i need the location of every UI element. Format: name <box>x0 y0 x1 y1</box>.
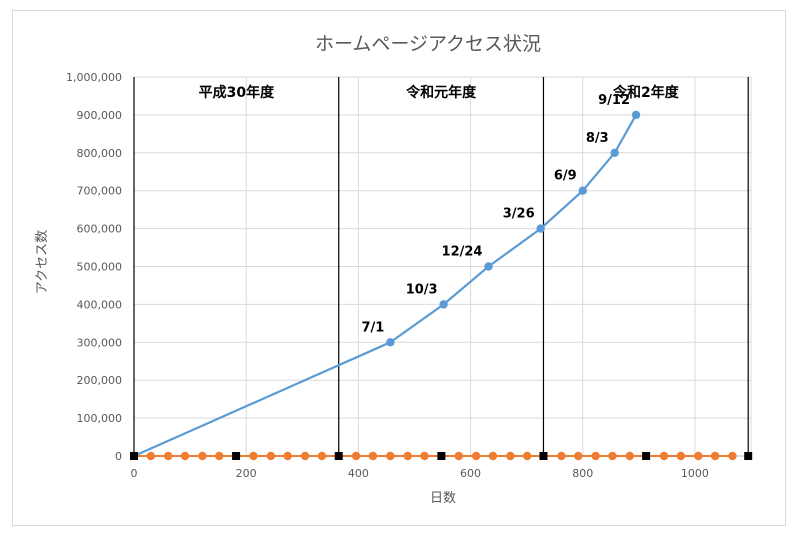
series-layer <box>130 110 753 461</box>
monthly-marker <box>300 451 310 461</box>
monthly-marker <box>368 451 378 461</box>
period-lines <box>133 77 749 456</box>
data-point <box>610 148 619 157</box>
monthly-marker <box>488 451 498 461</box>
half-year-marker <box>437 452 446 460</box>
x-tick-label: 200 <box>236 467 257 480</box>
y-tick-label: 100,000 <box>77 412 123 425</box>
monthly-marker <box>608 451 617 461</box>
monthly-marker <box>215 451 224 461</box>
monthly-marker <box>694 451 703 461</box>
monthly-marker <box>164 451 173 461</box>
half-year-marker <box>232 452 241 460</box>
monthly-marker <box>386 451 395 461</box>
monthly-marker <box>180 451 190 461</box>
monthly-marker <box>574 451 583 461</box>
data-point <box>578 186 587 195</box>
data-label: 7/1 <box>361 320 384 335</box>
monthly-marker <box>676 451 686 461</box>
x-axis-label: 日数 <box>430 491 456 506</box>
y-tick-label: 800,000 <box>77 147 123 160</box>
half-year-marker <box>744 452 753 460</box>
monthly-marker <box>522 451 532 461</box>
y-tick-label: 500,000 <box>77 261 123 274</box>
x-tick-label: 0 <box>131 467 138 480</box>
monthly-marker <box>403 451 412 461</box>
data-label: 6/9 <box>554 169 577 184</box>
data-point <box>386 338 395 347</box>
y-tick-label: 600,000 <box>77 223 123 236</box>
data-label: 9/12 <box>598 93 630 108</box>
data-point <box>536 224 545 233</box>
period-label: 令和元年度 <box>405 84 477 101</box>
monthly-marker <box>625 451 635 461</box>
data-label: 12/24 <box>442 245 483 260</box>
monthly-marker <box>420 451 429 461</box>
chart-frame <box>12 10 786 526</box>
y-axis-label: アクセス数 <box>35 230 50 294</box>
y-tick-label: 1,000,000 <box>66 71 122 84</box>
monthly-marker <box>266 451 276 461</box>
chart-title: ホームページアクセス状況 <box>315 33 541 55</box>
data-label: 10/3 <box>406 282 438 297</box>
monthly-marker <box>506 451 515 461</box>
data-point <box>484 262 493 271</box>
half-year-marker <box>130 452 138 460</box>
monthly-marker <box>317 451 327 461</box>
monthly-marker <box>557 451 566 461</box>
monthly-marker <box>146 451 156 461</box>
labels-layer: 平成30年度 令和元年度 令和2年度 7/1 10/3 12/24 3/26 6/9 8/3 9/… <box>199 84 680 335</box>
monthly-marker <box>454 451 463 461</box>
data-label: 8/3 <box>586 131 609 146</box>
period-label: 平成30年度 <box>199 84 275 101</box>
x-tick-label: 800 <box>572 467 593 480</box>
monthly-marker <box>471 451 481 461</box>
monthly-marker <box>283 451 292 461</box>
x-tick-label: 1000 <box>681 467 709 480</box>
monthly-marker <box>351 451 361 461</box>
x-tick-label: 400 <box>348 467 369 480</box>
series-line-access <box>133 114 637 458</box>
monthly-marker <box>710 451 720 461</box>
half-year-marker <box>334 452 343 460</box>
monthly-marker <box>728 451 737 461</box>
monthly-marker <box>249 451 258 461</box>
half-year-marker <box>642 452 651 460</box>
data-point <box>631 110 641 120</box>
period-label: 令和2年度 <box>612 84 680 101</box>
y-tick-label: 300,000 <box>77 336 123 349</box>
monthly-marker <box>591 451 600 461</box>
half-year-marker <box>539 452 548 460</box>
grid <box>134 76 752 456</box>
y-tick-label: 400,000 <box>77 298 123 311</box>
x-tick-label: 600 <box>460 467 481 480</box>
data-point <box>439 300 448 309</box>
axes: 0 100,000 200,000 300,000 400,000 500,000 600,… <box>66 71 751 480</box>
monthly-marker <box>659 451 669 461</box>
y-tick-label: 900,000 <box>77 109 123 122</box>
y-tick-label: 700,000 <box>77 185 123 198</box>
data-label: 3/26 <box>503 207 535 222</box>
monthly-marker <box>198 451 207 461</box>
y-tick-label: 0 <box>115 450 122 463</box>
y-tick-label: 200,000 <box>77 374 123 387</box>
